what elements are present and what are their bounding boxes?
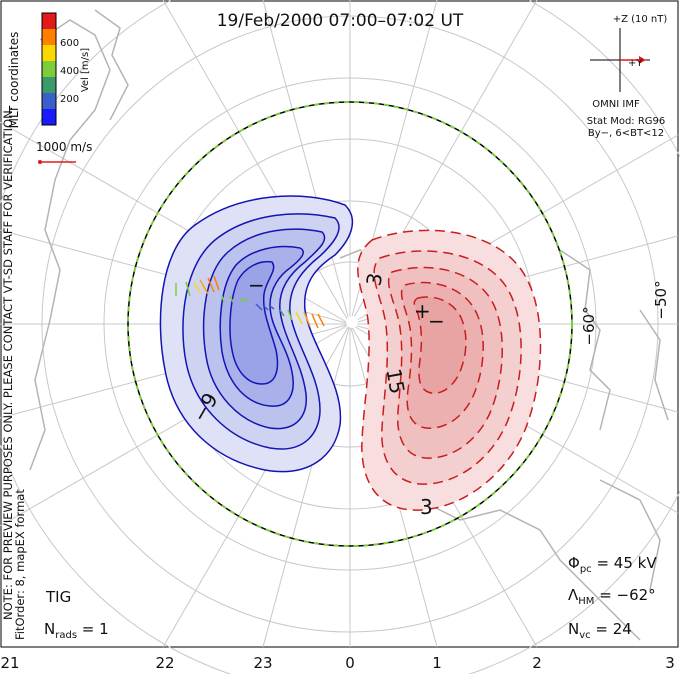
colorbar-label: Vel [m/s] — [80, 48, 91, 92]
lat-label-50: −50° — [652, 280, 670, 319]
neg-cell-marker: − — [248, 273, 265, 297]
station-label: TIG — [45, 588, 71, 606]
map-title: 19/Feb/2000 07:00–07:02 UT — [217, 11, 464, 31]
imf-bin: By−, 6<BT<12 — [588, 128, 664, 139]
positive-cell — [357, 229, 542, 511]
imf-y-label: +Y — [628, 58, 643, 69]
fit-order-note: FitOrder: 8, mapEX format — [13, 489, 27, 640]
velocity-vector — [295, 311, 303, 325]
colorbar-segment — [42, 109, 56, 125]
colorbar-frame — [41, 12, 57, 126]
colorbar-segment — [42, 93, 56, 109]
velocity-vector — [239, 297, 245, 303]
vector-scale-dot — [38, 160, 42, 164]
velocity-vector — [311, 313, 319, 329]
mlt-label: 2 — [532, 654, 542, 672]
velocity-vector — [245, 297, 249, 303]
velocity-vector — [213, 275, 220, 291]
velocity-vector — [255, 303, 263, 311]
coords-label: MLT coordinates — [7, 32, 21, 129]
velocity-vectors — [175, 275, 325, 329]
mlt-label: 0 — [345, 654, 355, 672]
vector-scale-label: 1000 m/s — [36, 140, 92, 154]
map-stats: Φpc = 45 kV ΛHM = −62° Nvc = 24 Nrads = … — [44, 554, 657, 641]
velocity-vector — [287, 309, 293, 321]
lambda-hm-stat: ΛHM = −62° — [568, 586, 656, 607]
colorbar-tick: 400 — [60, 66, 79, 77]
pos-cell-marker: + — [414, 299, 431, 323]
velocity-vector — [317, 313, 325, 327]
velocity-vector — [185, 281, 191, 297]
pos-contour-5 — [413, 296, 467, 394]
colorbar-segment — [42, 77, 56, 93]
pos-contour-label-a: − — [428, 309, 445, 333]
hm-boundary-green — [127, 101, 573, 547]
nvc-stat: Nvc = 24 — [568, 620, 632, 641]
phi-pc-stat: Φpc = 45 kV — [568, 554, 657, 575]
colorbar-tick: 600 — [60, 38, 79, 49]
mlt-label: 21 — [0, 654, 19, 672]
coastline-west — [29, 19, 111, 471]
colorbar-segment — [42, 45, 56, 61]
lat-label-60: −60° — [580, 306, 598, 345]
mlt-label: 23 — [253, 654, 272, 672]
imf-source: OMNI IMF — [592, 99, 640, 110]
colorbar-segment — [42, 29, 56, 45]
coastline-east — [559, 249, 611, 431]
mlt-label: 1 — [432, 654, 442, 672]
velocity-colorbar: 600 400 200 Vel [m/s] — [41, 12, 91, 126]
mlt-label: 3 — [665, 654, 675, 672]
imf-z-label: +Z (10 nT) — [613, 14, 668, 25]
preview-note: NOTE: FOR PREVIEW PURPOSES ONLY. PLEASE … — [1, 107, 15, 620]
colorbar-tick: 200 — [60, 94, 79, 105]
colorbar-segment — [42, 61, 56, 77]
velocity-vector — [279, 309, 285, 317]
velocity-vector — [269, 305, 275, 310]
coastline-east-edge — [639, 309, 669, 421]
neg-contour-5 — [229, 260, 279, 385]
imf-vector-head — [639, 56, 646, 64]
velocity-vector — [221, 295, 225, 303]
pos-contour-label-b: 15 — [381, 367, 409, 396]
velocity-vector — [229, 295, 234, 303]
negative-cell — [159, 195, 354, 473]
velocity-vector — [193, 282, 201, 293]
velocity-vector — [303, 311, 311, 327]
pos-contour-label-d: 3 — [420, 495, 433, 519]
coastline-northwest — [94, 9, 129, 121]
pos-contour-label-c: 3 — [361, 271, 387, 288]
mlt-axis: 21 22 23 0 1 2 3 — [0, 654, 674, 672]
velocity-vector — [263, 305, 269, 311]
velocity-vector — [207, 277, 215, 293]
mlt-label: 22 — [155, 654, 174, 672]
imf-stat-mod: Stat Mod: RG96 — [587, 116, 666, 127]
nrads-stat: Nrads = 1 — [44, 620, 109, 641]
velocity-vector — [199, 279, 209, 295]
imf-clock: +Z (10 nT) +Y OMNI IMF Stat Mod: RG96 By… — [587, 14, 668, 139]
pole-marker — [346, 316, 358, 328]
coastline-southeast — [599, 479, 661, 591]
colorbar-segment — [42, 13, 56, 29]
